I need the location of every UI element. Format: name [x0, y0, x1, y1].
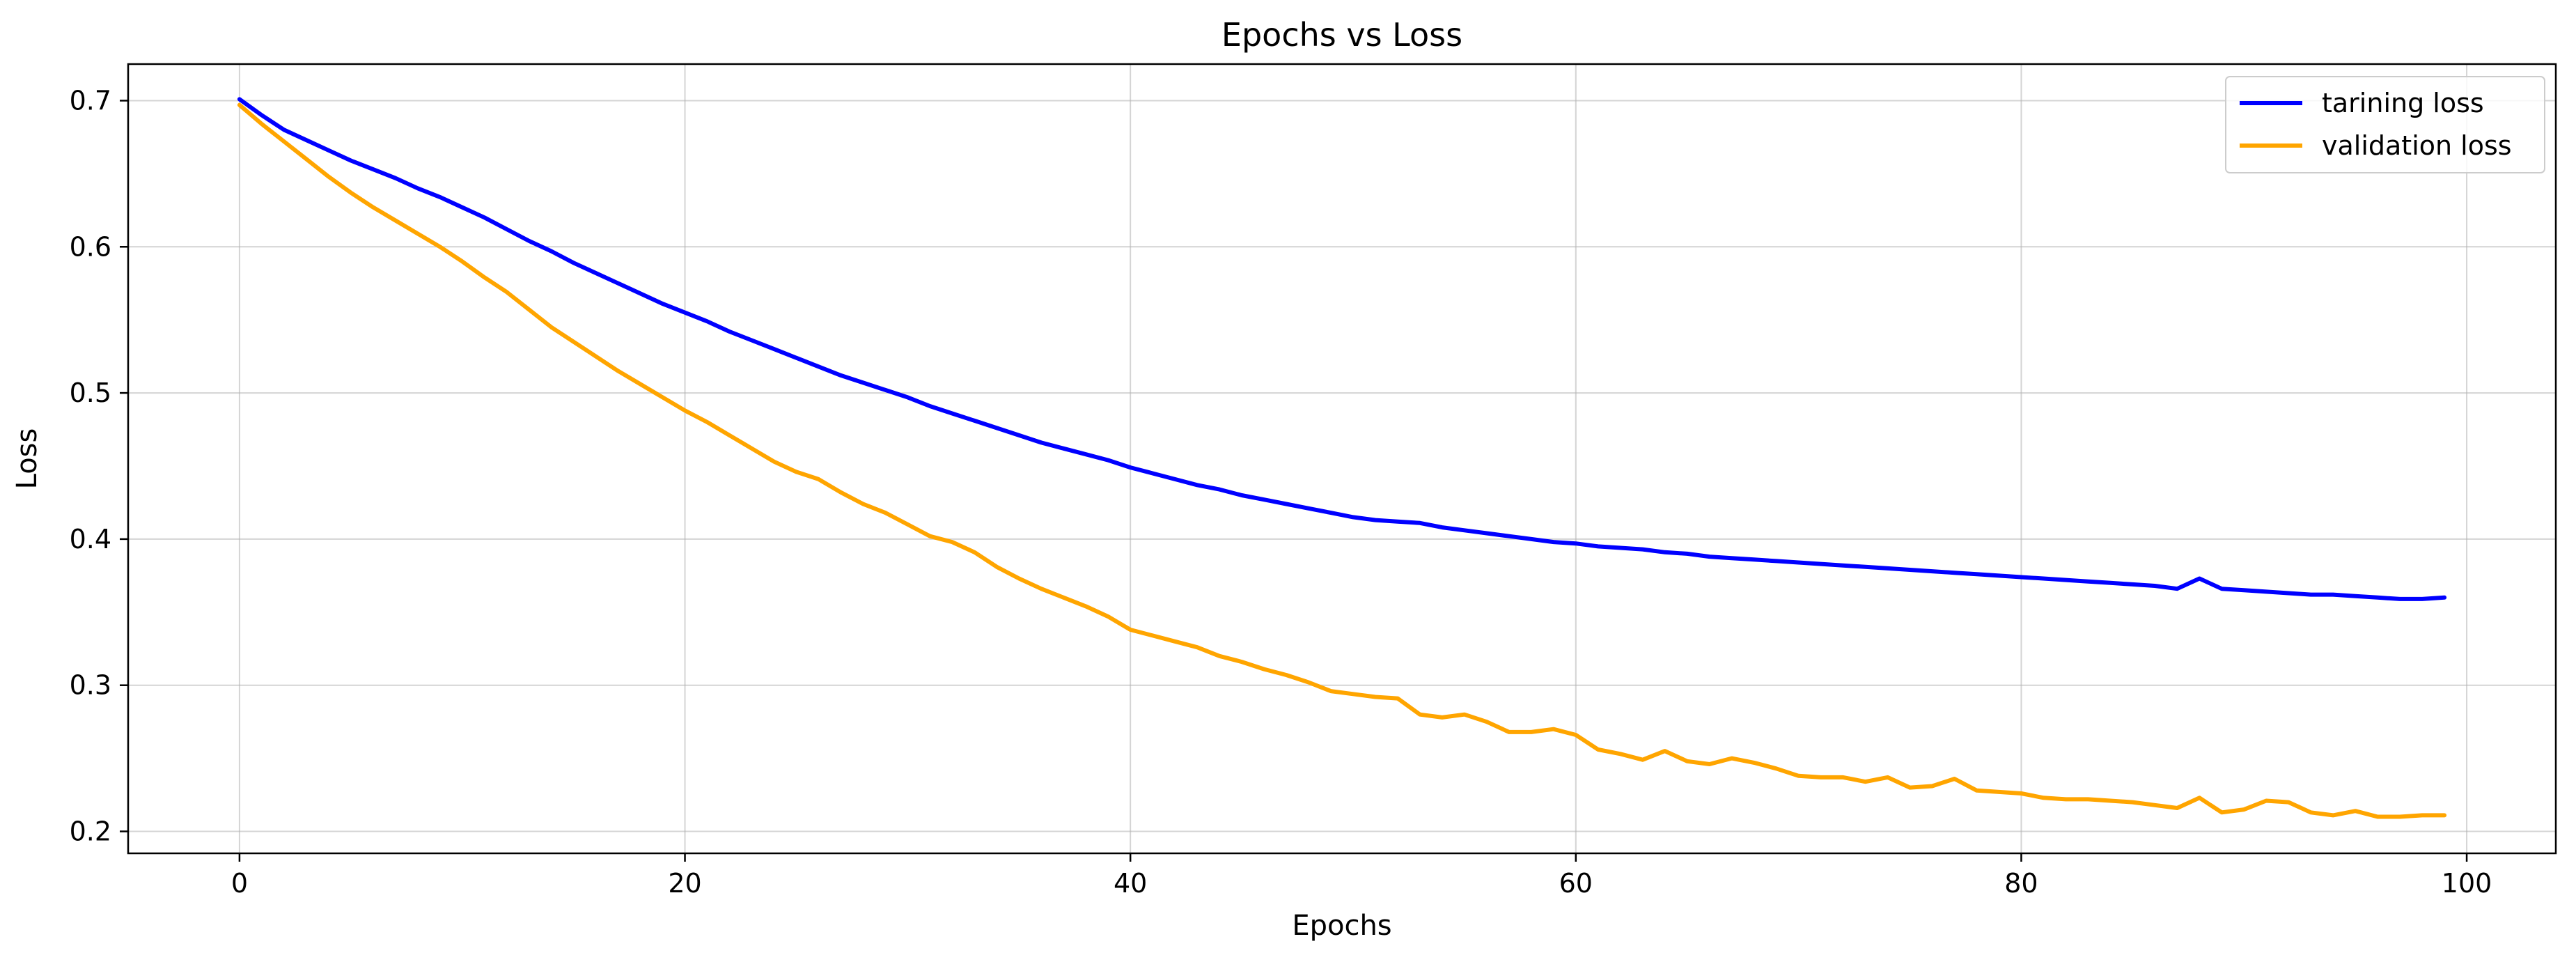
- y-tick-label: 0.4: [70, 524, 111, 554]
- x-tick-label: 20: [668, 868, 701, 899]
- y-tick-label: 0.5: [70, 378, 111, 408]
- series-layer: [237, 97, 2447, 819]
- y-tick-label: 0.2: [70, 816, 111, 847]
- legend-box: [2225, 76, 2545, 173]
- legend: tarining loss validation loss: [2225, 76, 2545, 173]
- plot-frame: [127, 63, 2557, 855]
- x-axis-ticks: 0 20 40 60 80 100: [231, 853, 2492, 899]
- x-tick-label: 40: [1114, 868, 1147, 899]
- legend-label-validation: validation loss: [2322, 130, 2512, 161]
- y-tick-label: 0.3: [70, 670, 111, 701]
- grid-lines: [128, 64, 2556, 853]
- x-tick-label: 80: [2004, 868, 2038, 899]
- y-axis-label: Loss: [11, 428, 43, 490]
- validation-loss-line: [237, 102, 2447, 819]
- legend-label-training: tarining loss: [2322, 88, 2484, 118]
- training-loss-line: [237, 97, 2447, 601]
- x-axis-label: Epochs: [1292, 910, 1391, 942]
- x-tick-label: 60: [1559, 868, 1593, 899]
- y-tick-label: 0.7: [70, 85, 111, 116]
- x-tick-label: 100: [2442, 868, 2492, 899]
- y-tick-label: 0.6: [70, 231, 111, 262]
- y-axis-ticks: 0.2 0.3 0.4 0.5 0.6 0.7: [70, 85, 128, 847]
- x-tick-label: 0: [231, 868, 248, 899]
- chart-title: Epochs vs Loss: [1221, 16, 1462, 54]
